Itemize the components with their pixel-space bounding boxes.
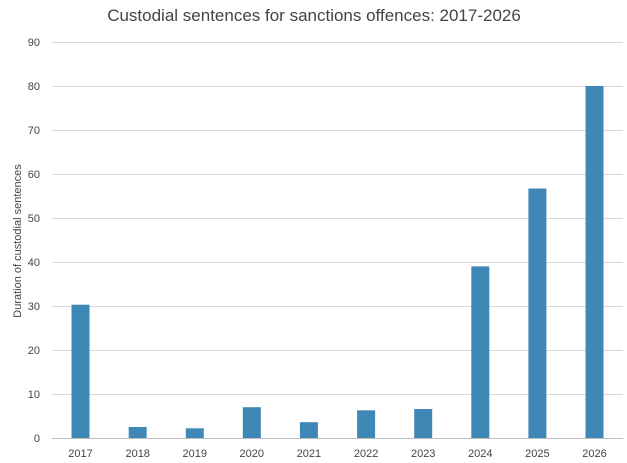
bar-2024 [471,266,490,438]
y-tick-label: 20 [28,345,40,357]
x-tick-label: 2020 [240,448,264,460]
bar-2017 [71,304,90,438]
y-axis-title: Duration of custodial sentences [12,164,24,318]
bar-2023 [414,409,433,438]
x-tick-label: 2024 [468,448,492,460]
bar-2020 [242,407,261,438]
bar-2022 [357,410,376,438]
chart-title: Custodial sentences for sanctions offenc… [107,6,521,25]
gridlines [52,42,623,439]
x-tick-label: 2018 [125,448,149,460]
x-tick-label: 2017 [68,448,92,460]
bars [71,86,604,438]
y-axis-tick-labels: 0 10 20 30 40 50 60 70 80 90 [28,37,40,445]
y-tick-label: 10 [28,389,40,401]
x-tick-label: 2022 [354,448,378,460]
y-tick-label: 80 [28,81,40,93]
bar-2026 [585,86,604,438]
y-tick-label: 60 [28,169,40,181]
y-tick-label: 50 [28,213,40,225]
bar-2018 [128,427,147,438]
bar-2021 [299,422,318,438]
x-tick-label: 2019 [183,448,207,460]
x-tick-label: 2025 [525,448,549,460]
x-tick-label: 2023 [411,448,435,460]
bar-2019 [185,428,204,438]
x-tick-label: 2026 [582,448,606,460]
y-tick-label: 90 [28,37,40,49]
y-tick-label: 70 [28,125,40,137]
x-tick-label: 2021 [297,448,321,460]
bar-2025 [528,188,547,438]
y-tick-label: 30 [28,301,40,313]
x-axis-tick-labels: 2017 2018 2019 2020 2021 2022 2023 2024 2025 2026 [68,448,606,460]
y-tick-label: 0 [34,433,40,445]
y-tick-label: 40 [28,257,40,269]
